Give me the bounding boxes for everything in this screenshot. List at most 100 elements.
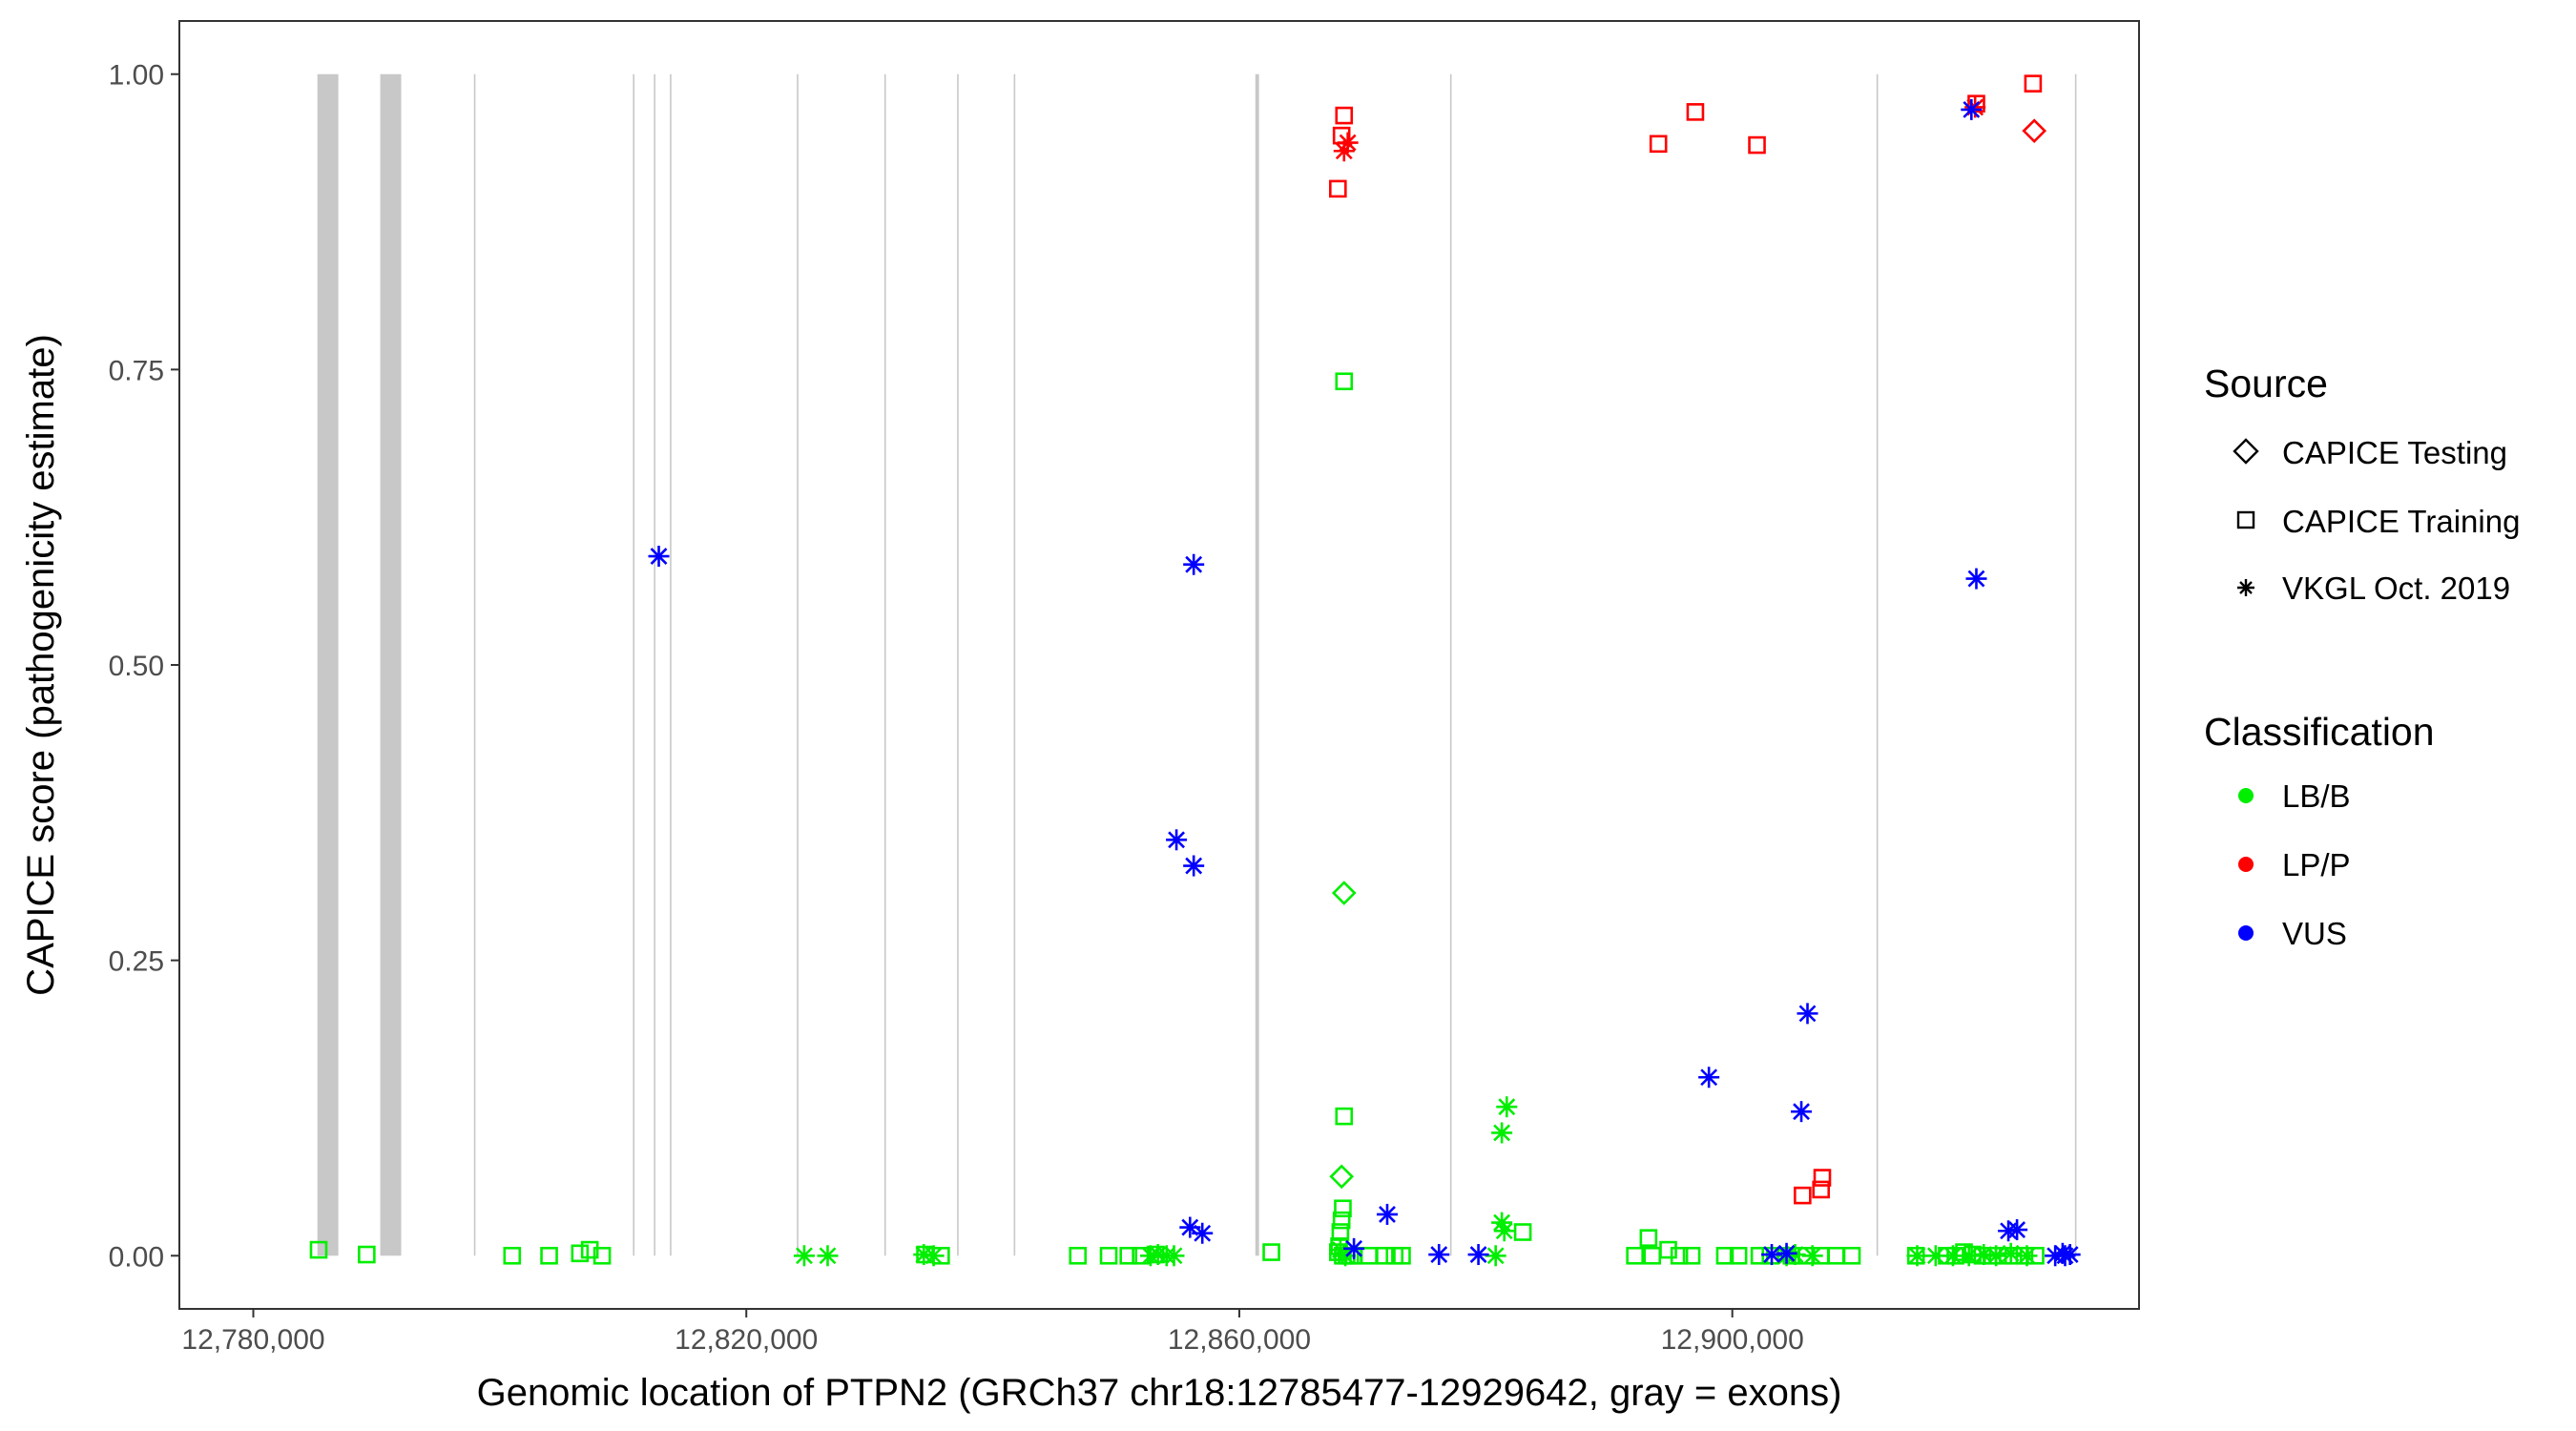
diamond-point [2022, 118, 2047, 144]
asterisk-point [1698, 1067, 1720, 1089]
exon-band [380, 73, 402, 1256]
x-axis-ticks: 12,780,000 12,820,000 12,860,000 12,900,000 [181, 1309, 1804, 1356]
legend-source-testing: CAPICE Testing [2233, 435, 2507, 470]
square-point [1332, 1211, 1351, 1230]
asterisk-point [1183, 553, 1205, 575]
diamond-icon [2233, 438, 2259, 465]
square-point [1812, 1180, 1831, 1199]
asterisk-point [1183, 855, 1205, 877]
square-point [1813, 1169, 1832, 1187]
x-tick-label: 12,860,000 [1168, 1324, 1311, 1356]
asterisk-point [1493, 1220, 1515, 1242]
square-point [1335, 106, 1354, 125]
asterisk-point [1797, 1003, 1818, 1025]
asterisk-point [648, 546, 670, 568]
exon-band [957, 73, 959, 1256]
y-tick-label: 0.25 [109, 946, 164, 978]
asterisk-point [2006, 1219, 2028, 1241]
asterisk-point [1163, 1245, 1185, 1267]
asterisk-point [2016, 1245, 2038, 1267]
exon-band [1013, 73, 1016, 1256]
exon-band [883, 73, 886, 1256]
square-point [1099, 1246, 1118, 1265]
square-point [1393, 1246, 1411, 1265]
square-point [592, 1246, 612, 1265]
square-point [580, 1240, 599, 1259]
red-dot-icon [2238, 857, 2254, 872]
square-point [1682, 1246, 1701, 1265]
square-point [1329, 179, 1347, 198]
legend-label: CAPICE Training [2282, 504, 2520, 539]
square-point [1715, 1246, 1735, 1265]
exon-band [633, 73, 634, 1256]
square-point [2024, 74, 2043, 93]
y-tick-label: 1.00 [109, 60, 164, 92]
legend-label: VUS [2282, 916, 2347, 951]
asterisk-point [1958, 1245, 1980, 1267]
legend-source-vkgl: VKGL Oct. 2019 [2237, 570, 2510, 606]
legend-label: VKGL Oct. 2019 [2282, 570, 2510, 606]
square-point [1335, 372, 1354, 391]
asterisk-point [1376, 1203, 1398, 1225]
square-point [540, 1246, 558, 1265]
square-point [1729, 1246, 1748, 1265]
x-tick-label: 12,780,000 [181, 1324, 324, 1356]
asterisk-point [1428, 1244, 1450, 1266]
asterisk-point [1942, 1245, 1963, 1267]
asterisk-point [817, 1245, 839, 1267]
square-point [1513, 1223, 1532, 1241]
legend-label: CAPICE Testing [2282, 435, 2507, 470]
square-point [571, 1244, 590, 1263]
asterisk-point [2054, 1245, 2076, 1267]
asterisk-point [2000, 1242, 2022, 1264]
exon-band [1876, 73, 1879, 1256]
asterisk-point [1467, 1244, 1489, 1266]
asterisk-point [1791, 1101, 1813, 1123]
exon-band [1449, 73, 1452, 1256]
asterisk-point [923, 1245, 945, 1267]
diamond-point [1329, 1164, 1355, 1190]
asterisk-point [1179, 1216, 1201, 1238]
asterisk-point [1491, 1122, 1513, 1144]
asterisk-point [1801, 1245, 1823, 1267]
exon-band [797, 73, 799, 1256]
square-point [503, 1246, 522, 1265]
asterisk-point [1776, 1242, 1797, 1264]
asterisk-point [1337, 132, 1359, 154]
diamond-point [1331, 881, 1357, 905]
asterisk-icon [2237, 579, 2254, 596]
square-point [1639, 1229, 1658, 1247]
square-point [1748, 135, 1766, 155]
square-point [1376, 1246, 1394, 1265]
y-tick-label: 0.75 [109, 355, 164, 386]
y-axis-ticks: 0.00 0.25 0.50 0.75 1.00 [109, 60, 179, 1273]
legend-label: LP/P [2282, 847, 2351, 882]
square-point [1262, 1243, 1280, 1261]
square-point [1626, 1246, 1644, 1265]
y-tick-label: 0.00 [109, 1241, 164, 1273]
exon-band [473, 73, 476, 1256]
asterisk-point [1961, 98, 1983, 120]
asterisk-point [1965, 568, 1987, 590]
square-icon [2236, 510, 2255, 529]
legend-label: LB/B [2282, 778, 2351, 814]
exon-band [1255, 73, 1259, 1256]
asterisk-point [1333, 140, 1355, 162]
asterisk-point [1985, 1245, 2007, 1267]
legend-source-training: CAPICE Training [2236, 504, 2520, 539]
legend-class-vus: VUS [2238, 916, 2347, 951]
data-points [309, 74, 2081, 1267]
exon-bands [317, 73, 2077, 1256]
square-point [1659, 1240, 1677, 1259]
y-axis-title: CAPICE score (pathogenicity estimate) [20, 334, 62, 996]
asterisk-point [1166, 829, 1188, 851]
square-point [1842, 1246, 1861, 1265]
square-point [1649, 135, 1668, 154]
legend-title-classification: Classification [2204, 710, 2435, 754]
square-point [1334, 1199, 1352, 1218]
square-point [1670, 1246, 1689, 1265]
asterisk-point [793, 1245, 815, 1267]
asterisk-point [1192, 1222, 1214, 1244]
blue-dot-icon [2238, 925, 2254, 941]
